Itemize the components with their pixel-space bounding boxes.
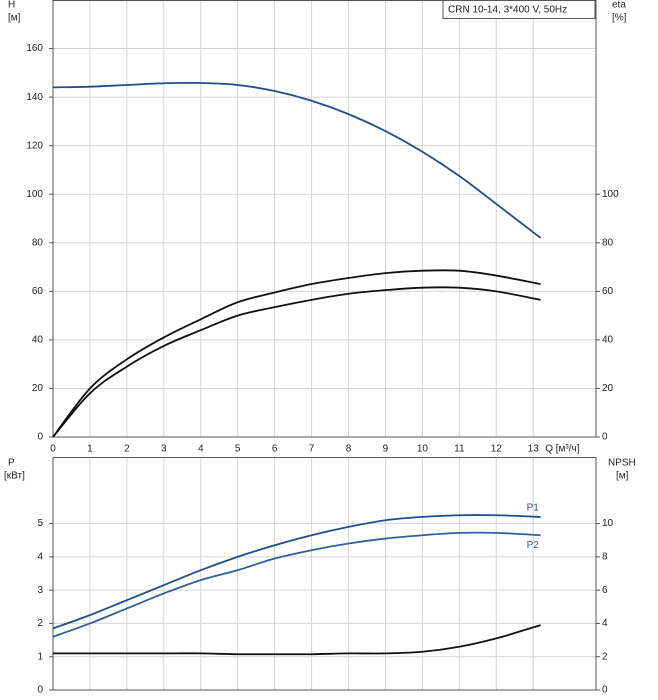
y-tick-label: 40	[32, 335, 44, 346]
y-tick-label: 100	[26, 189, 43, 200]
y2-tick-label: 8	[602, 551, 608, 562]
title-box	[442, 0, 596, 19]
y-tick-label: 20	[32, 383, 44, 394]
y-tick-label: 60	[32, 286, 44, 297]
y2-axis-label: NPSH	[608, 458, 636, 469]
y-tick-label: 160	[26, 43, 43, 54]
y2-axis-label: [%]	[612, 13, 627, 24]
y-axis-label: H	[8, 0, 15, 11]
y-tick-label: 120	[26, 140, 43, 151]
y-axis-label: [м]	[8, 13, 21, 24]
x-tick-label: 4	[198, 444, 204, 455]
plot-frame	[52, 457, 597, 691]
curve	[52, 514, 541, 630]
y2-axis-label: [м]	[616, 471, 629, 482]
y-axis-label: [кВт]	[4, 471, 25, 482]
curve	[52, 286, 541, 438]
x-tick-label: 8	[346, 444, 352, 455]
x-tick-label: 9	[383, 444, 389, 455]
x-axis-label: Q [м³/ч]	[545, 444, 580, 455]
series-label: P2	[527, 540, 540, 551]
x-tick-label: 3	[161, 444, 167, 455]
y2-tick-label: 20	[602, 383, 614, 394]
y2-tick-label: 0	[602, 685, 608, 696]
curve	[53, 624, 541, 656]
x-tick-label: 10	[417, 444, 429, 455]
y-tick-label: 1	[37, 651, 43, 662]
x-tick-label: 1	[87, 444, 93, 455]
plot-frame	[52, 0, 597, 438]
y-tick-label: 0	[37, 685, 43, 696]
y-tick-label: 140	[26, 92, 43, 103]
x-tick-label: 6	[272, 444, 278, 455]
curve	[52, 269, 541, 438]
y2-tick-label: 2	[602, 651, 608, 662]
y2-axis-label: eta	[612, 0, 626, 11]
series-label: P1	[527, 503, 540, 514]
y2-tick-label: 80	[602, 237, 614, 248]
chart-title: CRN 10-14, 3*400 V, 50Hz	[448, 5, 567, 16]
y-axis-label: P	[8, 458, 15, 469]
y2-tick-label: 100	[602, 189, 619, 200]
x-tick-label: 12	[491, 444, 503, 455]
y2-tick-label: 6	[602, 585, 608, 596]
y2-tick-label: 40	[602, 335, 614, 346]
y2-tick-label: 60	[602, 286, 614, 297]
y-tick-label: 0	[37, 432, 43, 443]
x-tick-label: 13	[528, 444, 540, 455]
y-tick-label: 2	[37, 618, 43, 629]
curve	[52, 81, 542, 239]
y-tick-label: 3	[37, 585, 43, 596]
y2-tick-label: 4	[602, 618, 608, 629]
x-tick-label: 0	[50, 444, 56, 455]
x-tick-label: 7	[309, 444, 315, 455]
y-tick-label: 4	[37, 551, 43, 562]
x-tick-label: 11	[454, 444, 465, 455]
y2-tick-label: 10	[602, 518, 614, 529]
x-tick-label: 5	[235, 444, 241, 455]
y-tick-label: 5	[37, 518, 43, 529]
x-tick-label: 2	[124, 444, 130, 455]
y2-tick-label: 0	[602, 432, 608, 443]
curve	[52, 531, 541, 638]
y-tick-label: 80	[32, 237, 44, 248]
